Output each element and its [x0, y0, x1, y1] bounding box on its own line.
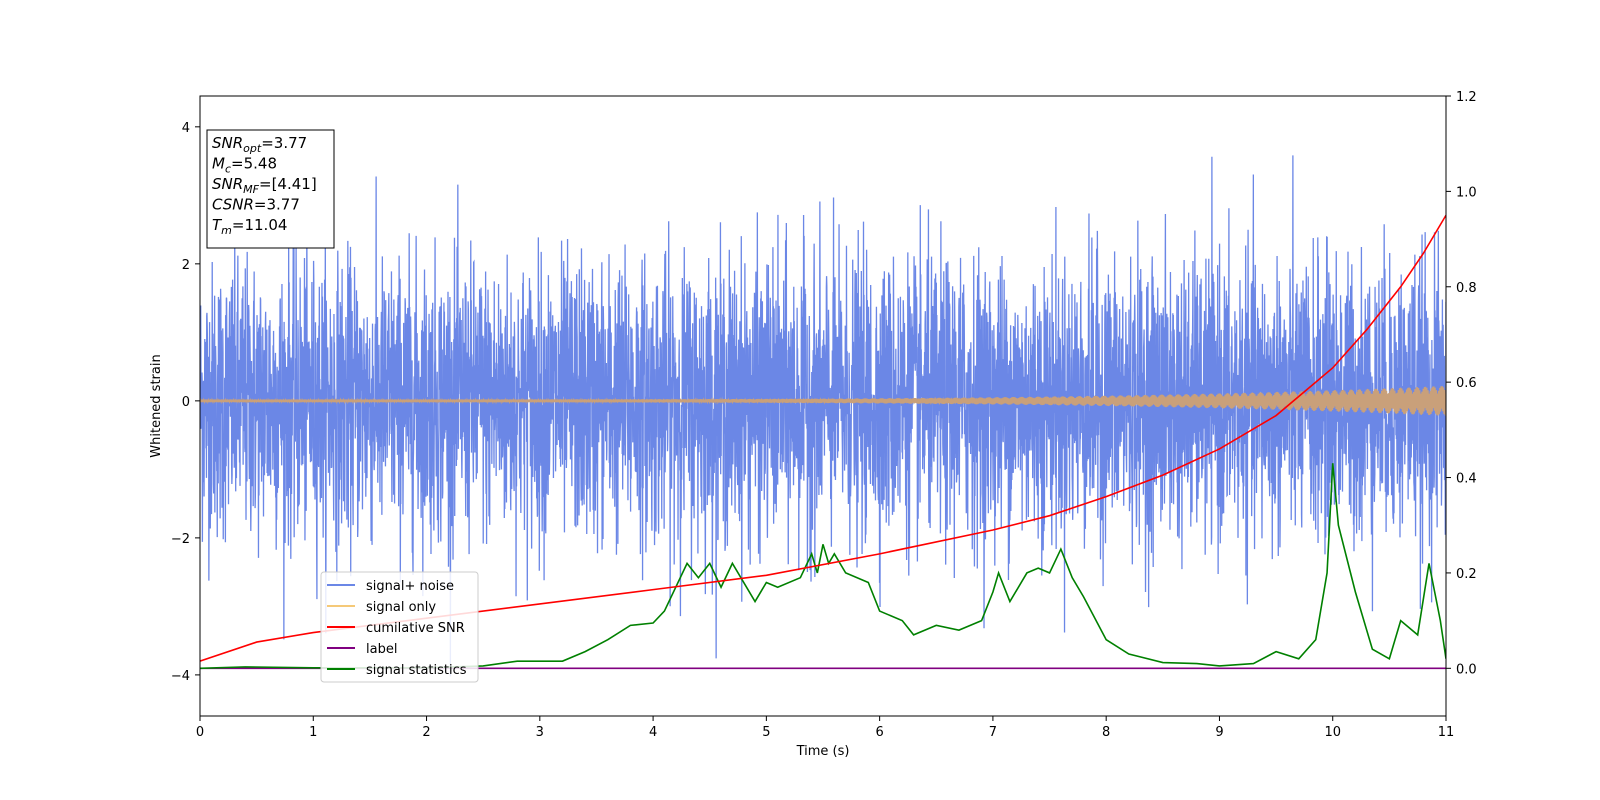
annotation-frame [206, 129, 335, 249]
right-y-axis: 0.0 0.2 0.4 0.6 0.8 1.0 1.2 [1446, 90, 1477, 677]
annotation-value: =[4.41] [259, 175, 317, 193]
annotation-line: Mc=5.48 [212, 155, 277, 176]
annotation-symbol: T [212, 216, 223, 234]
series-signal-only-line [200, 386, 1446, 416]
x-tick-label: 11 [1438, 725, 1455, 740]
right-y-tick-label: 0.0 [1456, 662, 1477, 677]
x-tick-label: 5 [762, 725, 770, 740]
right-y-tick-label: 0.8 [1456, 281, 1477, 296]
annotation-subscript: MF [243, 183, 259, 196]
annotation-line: CSNR=3.77 [212, 196, 300, 214]
y-axis-label: Whitened strain [149, 354, 164, 457]
right-y-tick-label: 1.0 [1456, 185, 1477, 200]
x-tick-label: 9 [1215, 725, 1223, 740]
legend-entry-label: label [366, 642, 397, 657]
legend: signal+ noise signal only cumilative SNR la… [320, 571, 479, 683]
legend-entry-label: signal+ noise [366, 579, 454, 594]
right-y-tick-label: 1.2 [1456, 90, 1477, 105]
legend-entry-label: signal only [366, 600, 436, 615]
annotation-symbol: SNR [212, 175, 243, 193]
left-y-tick-label: 4 [182, 121, 190, 136]
x-tick-label: 0 [196, 725, 204, 740]
x-tick-label: 7 [989, 725, 997, 740]
plot-frame [199, 95, 1447, 717]
annotation-subscript: c [225, 163, 231, 176]
left-y-tick-label: 2 [182, 258, 190, 273]
x-axis-label: Time (s) [796, 744, 850, 759]
left-y-tick-label: −4 [171, 669, 190, 684]
right-y-tick-label: 0.6 [1456, 376, 1477, 391]
annotation-line: SNRopt=3.77 [212, 134, 307, 155]
x-axis: 0 1 2 3 4 5 6 7 8 9 10 11 [196, 716, 1454, 740]
left-y-tick-label: 0 [182, 395, 190, 410]
legend-entry-label: signal statistics [366, 663, 467, 678]
annotation-subscript: m [221, 224, 232, 237]
x-tick-label: 3 [536, 725, 544, 740]
annotation-subscript: opt [243, 142, 262, 155]
x-tick-label: 6 [875, 725, 883, 740]
x-tick-label: 4 [649, 725, 657, 740]
annotation-value: =3.77 [261, 134, 307, 152]
annotation-symbol: M [212, 155, 225, 173]
right-y-tick-label: 0.4 [1456, 472, 1477, 487]
right-y-tick-label: 0.2 [1456, 567, 1477, 582]
annotation-symbol: SNR [212, 134, 243, 152]
x-tick-label: 1 [309, 725, 317, 740]
annotation-value: =3.77 [254, 196, 300, 214]
x-tick-label: 2 [422, 725, 430, 740]
x-tick-label: 8 [1102, 725, 1110, 740]
series-signal-statistics-line [200, 463, 1446, 670]
annotation-line: Tm=11.04 [212, 216, 287, 237]
annotation-value: =11.04 [232, 216, 288, 234]
annotation-line: SNRMF=[4.41] [212, 175, 317, 196]
stats-annotation-box: SNRopt=3.77Mc=5.48SNRMF=[4.41]CSNR=3.77T… [206, 129, 335, 249]
legend-entry-label: cumilative SNR [366, 621, 465, 636]
legend-frame [320, 571, 479, 683]
x-tick-label: 10 [1324, 725, 1341, 740]
left-y-axis: −4 −2 0 2 4 [171, 121, 200, 684]
annotation-value: =5.48 [231, 155, 277, 173]
annotation-symbol: CSNR [212, 196, 254, 214]
left-y-tick-label: −2 [171, 532, 190, 547]
